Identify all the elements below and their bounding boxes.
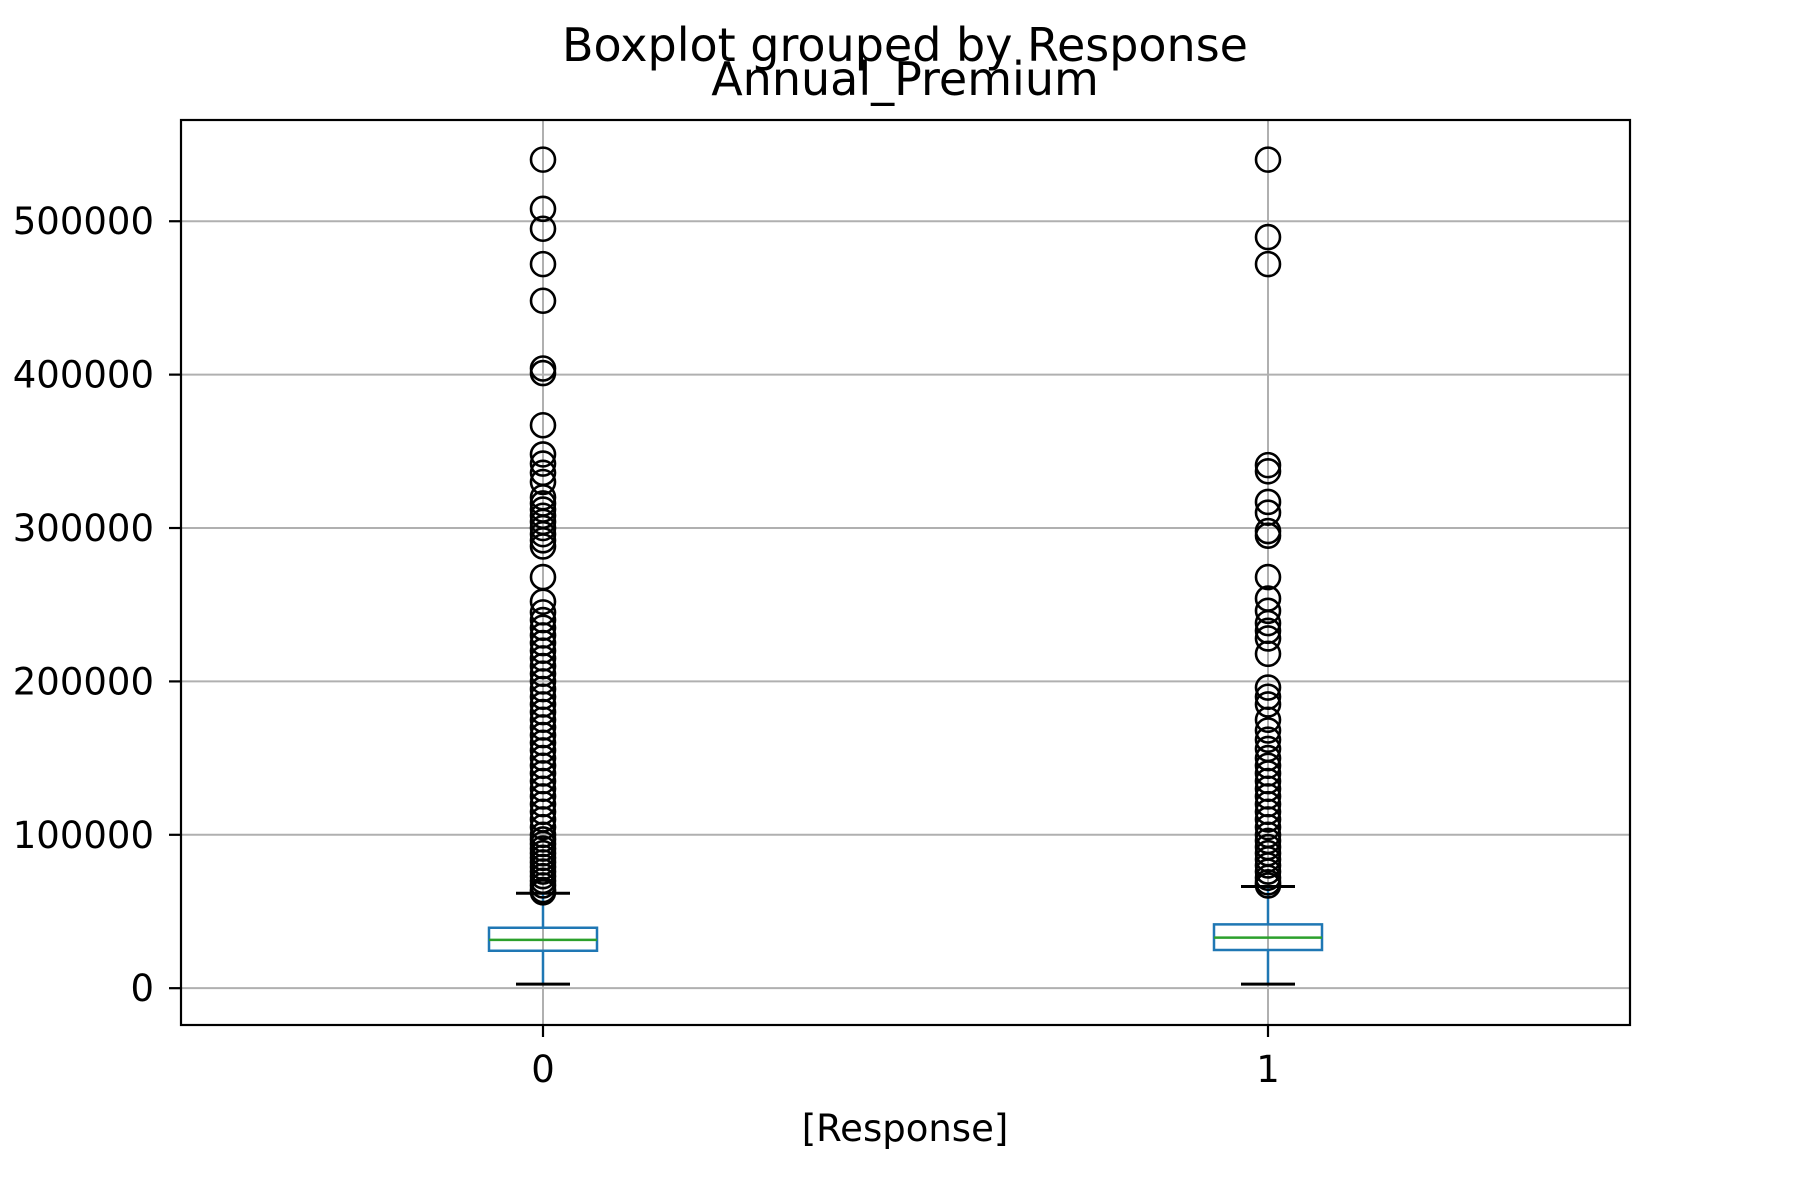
outlier-point-1-16 (1254, 674, 1282, 701)
outlier-point-1-8 (1254, 522, 1282, 549)
outlier-point-1-12 (1254, 609, 1282, 637)
outlier-point-1-9 (1254, 563, 1282, 591)
y-tick-label-3: 300000 (13, 507, 154, 550)
outlier-point-0-17 (529, 514, 557, 542)
x-tick-label-1: 1 (1256, 1048, 1280, 1091)
outlier-point-0-18 (529, 520, 557, 548)
grid-lines (181, 120, 1630, 1025)
outlier-point-0-6 (529, 359, 557, 387)
y-tick-label-2: 200000 (13, 660, 154, 703)
outlier-point-0-22 (529, 588, 557, 615)
outlier-point-0-9 (529, 450, 557, 477)
outlier-point-1-18 (1254, 691, 1282, 718)
outlier-point-1-2 (1254, 250, 1282, 278)
outlier-points (529, 146, 1282, 906)
outlier-point-1-14 (1254, 625, 1282, 652)
outlier-point-0-1 (529, 195, 557, 223)
y-tick-label-1: 100000 (13, 814, 154, 857)
outlier-point-0-20 (529, 533, 557, 560)
chart-suptitle: Boxplot grouped by Response (562, 18, 1248, 72)
outlier-point-0-8 (529, 441, 557, 468)
outlier-point-0-0 (529, 146, 557, 173)
outlier-point-1-38 (1254, 852, 1282, 879)
plot-frame (179, 118, 1632, 1027)
box-elements (487, 884, 1324, 986)
outlier-point-0-4 (529, 287, 557, 315)
outlier-point-1-32 (1254, 813, 1282, 841)
outlier-point-0-3 (529, 250, 557, 278)
outlier-point-0-7 (529, 411, 557, 439)
outlier-point-1-19 (1254, 706, 1282, 734)
y-tick-label-4: 400000 (13, 354, 154, 397)
outlier-point-1-42 (1254, 872, 1282, 899)
outlier-point-1-20 (1254, 717, 1282, 744)
y-tick-label-5: 500000 (13, 200, 154, 243)
outlier-point-1-31 (1254, 806, 1282, 833)
x-tick-label-0: 0 (531, 1048, 555, 1091)
outlier-point-1-15 (1254, 640, 1282, 668)
y-axis-ticks: 0 100000 200000 300000 400000 500000 (13, 200, 181, 1010)
outlier-point-0-51 (529, 813, 557, 841)
outlier-point-1-5 (1254, 488, 1282, 516)
outlier-point-0-2 (529, 215, 557, 243)
x-axis-label: [Response] (802, 1107, 1009, 1150)
outlier-point-1-21 (1254, 726, 1282, 753)
outlier-point-0-65 (529, 879, 557, 906)
outlier-point-1-4 (1254, 457, 1282, 485)
outlier-point-0-11 (529, 468, 557, 496)
outlier-point-1-3 (1254, 451, 1282, 479)
outlier-point-1-39 (1254, 858, 1282, 885)
y-tick-label-0: 0 (130, 967, 154, 1010)
outlier-point-1-11 (1254, 597, 1282, 625)
chart-title: Annual_Premium (711, 52, 1099, 106)
outlier-point-1-1 (1254, 223, 1282, 251)
outlier-point-0-19 (529, 526, 557, 554)
outlier-point-1-0 (1254, 146, 1282, 173)
